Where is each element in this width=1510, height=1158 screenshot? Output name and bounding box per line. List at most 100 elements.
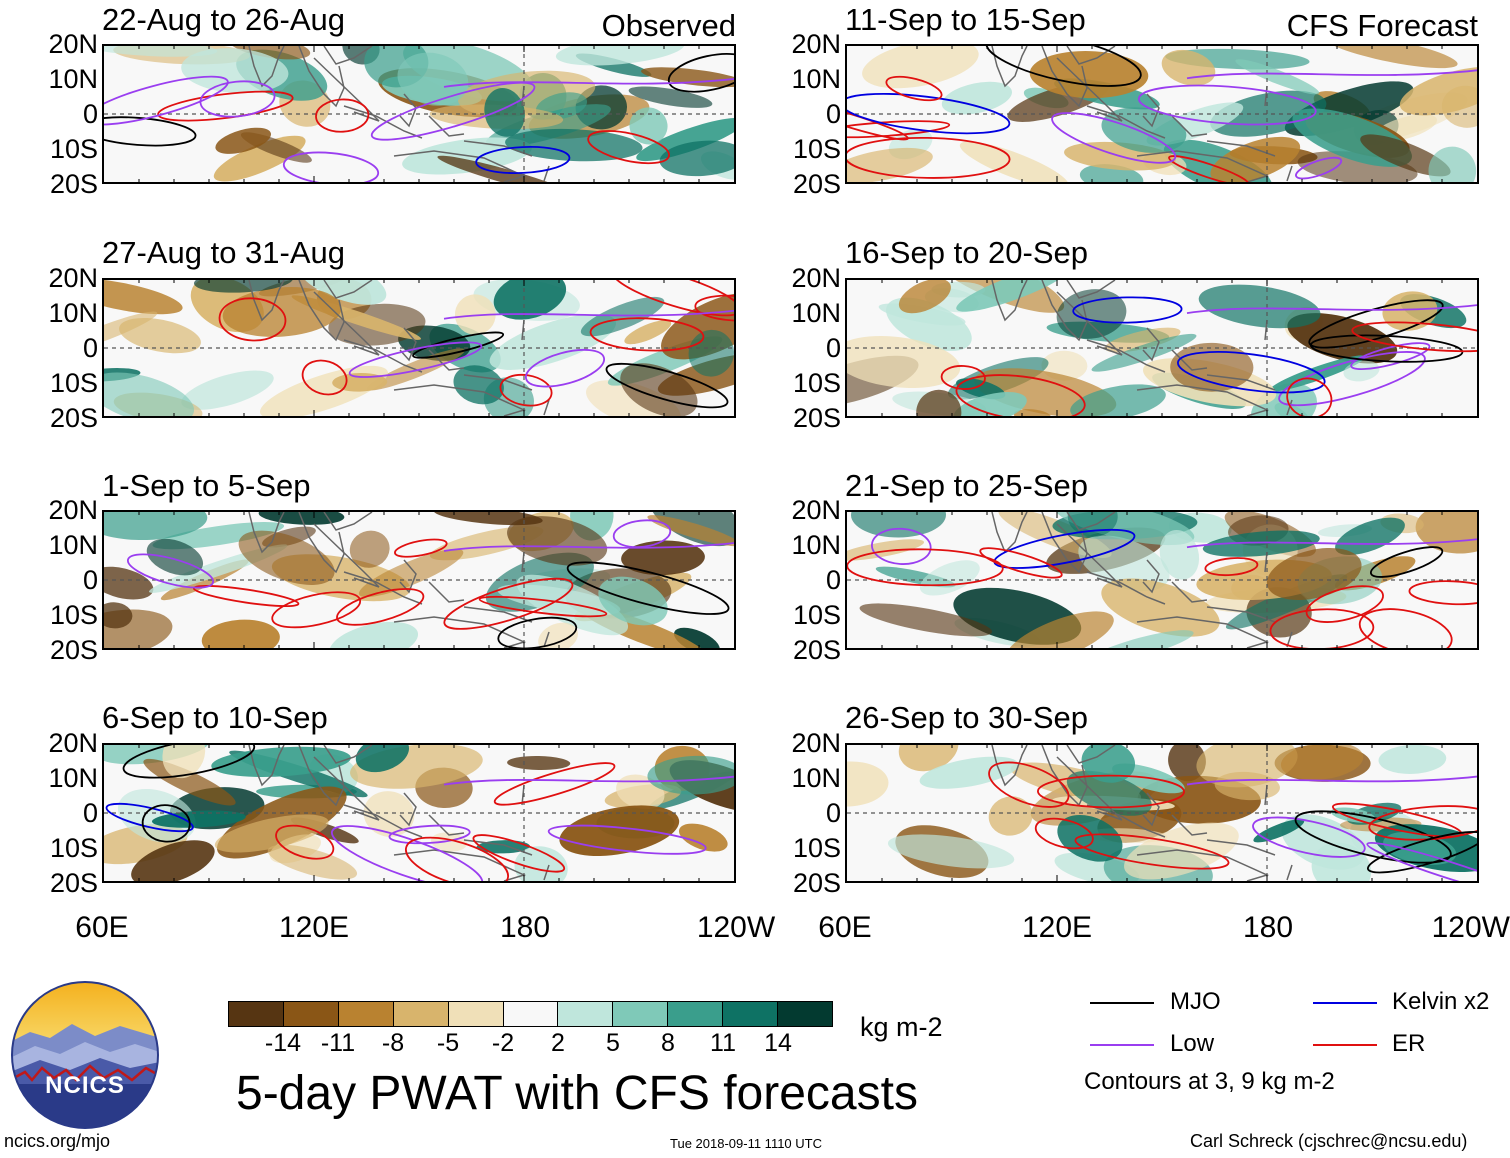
pwat-anomaly-cell (678, 823, 728, 852)
pwat-anomaly-cell (349, 530, 390, 568)
coastline (543, 864, 550, 881)
pwat-anomaly-cell (621, 540, 705, 576)
lat-tick-label: 20N (48, 29, 98, 59)
coastline (1066, 280, 1116, 299)
coastline (399, 792, 417, 827)
wave-contour-er (1204, 557, 1259, 577)
pwat-anomaly-cell (1343, 360, 1380, 382)
lat-tick-label: 10S (792, 600, 841, 630)
wave-contour-er (301, 359, 348, 396)
wave-contour-er (1168, 155, 1250, 182)
lat-tick-label: 0 (82, 798, 98, 828)
pwat-anomaly-cell (586, 380, 681, 416)
coastline (1171, 581, 1208, 603)
wave-contour-er (955, 374, 1086, 416)
pwat-anomaly-cell (1335, 517, 1405, 555)
coastline (543, 399, 550, 416)
coastline (343, 105, 423, 139)
pwat-anomaly-cell (1266, 547, 1362, 601)
colorbar-tick-label: 11 (710, 1029, 736, 1057)
wave-contour-low (443, 78, 734, 88)
pwat-anomaly-cell (507, 516, 608, 566)
coastline (1136, 616, 1270, 648)
coastline (428, 115, 465, 137)
frame-ticks (881, 745, 1443, 881)
pwat-anomaly-cell (433, 512, 543, 526)
wave-contour-low (612, 519, 672, 548)
pwat-anomaly-cell (851, 512, 946, 538)
coastline (1086, 571, 1166, 605)
pwat-anomaly-cell (104, 566, 154, 600)
footer-url[interactable]: ncics.org/mjo (4, 1131, 111, 1151)
panel-title-2: 1-Sep to 5-Sep (102, 468, 311, 503)
pwat-anomaly-cell (1202, 530, 1320, 557)
pwat-anomaly-cell (941, 81, 1012, 115)
logo-text: NCICS (45, 1072, 125, 1099)
coastline (1066, 745, 1116, 764)
coastline (428, 814, 465, 836)
pwat-anomaly-cell (1101, 578, 1220, 637)
wave-contour-er (405, 836, 509, 881)
coastline (393, 150, 527, 182)
legend-label-kelvin: Kelvin x2 (1392, 988, 1490, 1015)
pwat-anomaly-cell (1287, 313, 1398, 364)
lat-tick-label: 0 (825, 798, 841, 828)
lat-tick-label: 20S (49, 635, 98, 665)
coastline (1206, 606, 1276, 623)
wave-contour-mjo (667, 53, 734, 93)
pwat-anomaly-cell (507, 755, 571, 771)
lat-tick-label: 0 (82, 99, 98, 129)
map-panel-7 (845, 743, 1479, 883)
wave-contour-er (1305, 585, 1384, 623)
coastline (1041, 745, 1088, 807)
wave-contour-er (979, 547, 1063, 579)
pwat-anomaly-cell (146, 538, 204, 576)
pwat-anomaly-cell (1054, 512, 1195, 546)
wave-contour-low (1366, 841, 1477, 881)
coastline (543, 631, 550, 648)
wave-contour-er (493, 762, 616, 806)
coastline (543, 165, 550, 182)
wave-contour-kelvin (1177, 351, 1326, 394)
wave-contour-er (885, 75, 943, 102)
coastline (991, 46, 1028, 88)
colorbar-tick-label: -8 (381, 1029, 405, 1057)
coastline (1086, 339, 1166, 373)
pwat-anomaly-cell (1253, 819, 1305, 843)
lat-tick-label: 20S (49, 169, 98, 199)
map-panel-6 (845, 510, 1479, 650)
lat-tick-label: 10S (49, 600, 98, 630)
lat-tick-label: 0 (825, 99, 841, 129)
lon-tick-label: 120E (1021, 911, 1093, 944)
pwat-anomaly-cell (847, 539, 925, 561)
wave-contour-er (275, 824, 335, 860)
cfs-forecast-label: CFS Forecast (1286, 8, 1478, 43)
pwat-anomaly-cell (1378, 745, 1447, 774)
panel-title-5: 16-Sep to 20-Sep (845, 235, 1089, 270)
coastline (1171, 115, 1208, 137)
lat-tick-label: 20N (791, 263, 841, 293)
frame-ticks (138, 46, 700, 182)
lon-tick-label: 120W (696, 911, 776, 944)
coastline (248, 745, 285, 787)
lon-tick-label: 180 (1242, 911, 1294, 944)
lat-tick-label: 10S (49, 368, 98, 398)
colorbar-tick-label: 2 (551, 1029, 565, 1057)
frame-ticks (138, 512, 700, 648)
pwat-anomaly-cell (1198, 284, 1321, 329)
map-panel-4 (845, 44, 1479, 184)
wave-contour-low (1186, 304, 1477, 315)
panel-title-7: 26-Sep to 30-Sep (845, 700, 1089, 735)
coastline (1206, 374, 1276, 391)
lat-tick-label: 10S (792, 368, 841, 398)
pwat-anomaly-cell (1415, 512, 1477, 554)
wave-contour-er (940, 365, 986, 390)
pwat-anomaly-cell (1070, 384, 1166, 416)
map-panel-1 (102, 278, 736, 418)
pwat-anomaly-cell (847, 761, 889, 807)
wave-contour-mjo (985, 46, 1142, 87)
pwat-anomaly-cell (514, 846, 568, 881)
colorbar-swatch (448, 1002, 504, 1026)
legend-swatch-low (1090, 1044, 1154, 1046)
pwat-anomaly-cell (1196, 745, 1298, 788)
